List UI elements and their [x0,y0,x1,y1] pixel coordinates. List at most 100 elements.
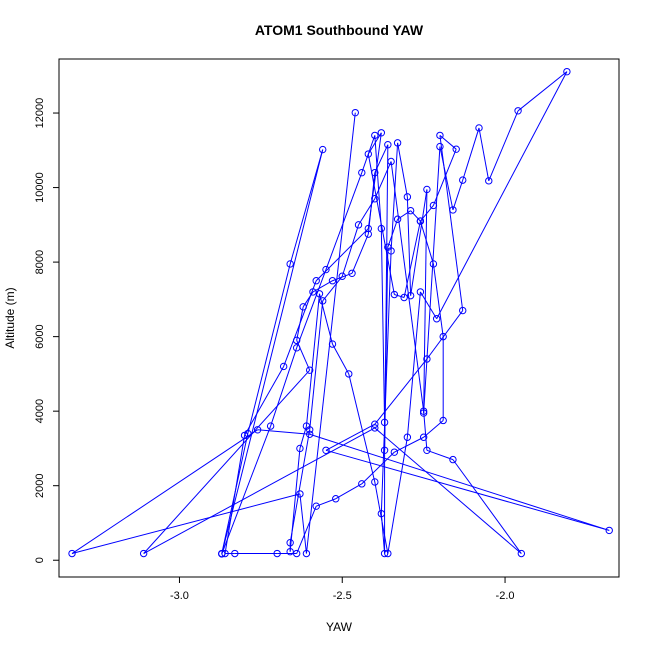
data-point [305,366,314,374]
series-line-segment [423,420,444,438]
data-point [390,448,399,456]
series-line-segment [423,189,428,414]
data-point [393,215,402,223]
data-point [286,539,294,547]
y-tick-label: 10000 [34,172,46,203]
data-point [406,206,415,215]
series-line-segment [374,161,392,199]
data-point [436,131,444,140]
data-point [400,293,408,302]
data-point [358,480,366,488]
series-line-segment [358,198,376,226]
series-line-segment [397,210,411,220]
data-point [218,550,226,558]
data-point [384,549,392,558]
series-points [68,67,613,558]
data-point [286,260,294,268]
data-point [384,141,392,149]
data-point [348,269,356,277]
series-line-segment [315,228,369,282]
series-line-segment [423,411,428,451]
series-line-segment [296,269,327,348]
data-point [449,206,457,214]
data-point [429,201,438,210]
series-line-segment [305,112,356,554]
y-tick-label: 6000 [34,324,46,348]
x-tick-label: -3.0 [170,590,189,602]
series-line-segment [341,224,360,277]
series-line-segment [299,493,307,554]
series-line-segment [348,373,376,483]
data-point [299,303,307,311]
series-line-segment [406,291,421,438]
series-line-segment [439,146,454,211]
series-line-segment [452,179,464,211]
series-line-segment [410,210,421,222]
data-point [423,185,431,194]
series-line-segment [452,459,522,554]
y-tick-label: 8000 [34,250,46,274]
series-line-segment [325,423,376,451]
series-line-segment [419,291,438,320]
data-point [459,306,467,315]
series-line-segment [380,250,392,514]
data-point [319,145,327,154]
data-point [377,129,386,137]
series-line-segment [367,132,382,155]
data-point [345,370,353,378]
series-line-segment [305,293,320,427]
data-point [390,290,399,299]
data-point [371,168,379,177]
series-line-segment [403,221,421,298]
data-point [302,549,311,558]
x-axis: -3.0 -2.5 -2.0 [170,577,515,602]
series-line-segment [478,127,490,181]
data-point [605,526,613,535]
series-line-segment [380,228,386,423]
data-point [371,420,379,428]
data-point [332,495,340,503]
data-point [328,340,337,348]
series-line-segment [390,142,399,251]
data-point [485,177,493,185]
data-point [231,549,239,558]
data-point [387,157,395,166]
series-line-segment [312,280,333,293]
data-point [296,490,304,498]
data-point [253,426,262,434]
series-line-segment [432,263,444,337]
data-point [432,315,441,323]
data-point [403,433,412,441]
data-point [292,344,301,352]
series-line-segment [71,429,258,554]
data-point [305,426,314,434]
data-point [266,422,275,430]
data-point [292,336,301,345]
data-point [68,549,76,558]
data-point [354,221,363,229]
data-point [380,549,389,558]
series-line-segment [374,481,389,554]
data-point [384,243,392,251]
y-axis-label: Altitude (m) [3,287,17,348]
series-line-segment [394,436,424,453]
series-line-segment [143,369,311,554]
data-point [319,297,327,305]
data-point [322,265,330,274]
y-tick-label: 4000 [34,399,46,423]
series-line-segment [374,427,522,554]
series-line-segment [397,142,408,197]
data-point [371,131,379,140]
data-point [240,431,249,440]
series-line-segment [289,149,324,265]
x-tick-label: -2.5 [333,590,352,602]
series-line-segment [419,220,434,265]
data-point [315,290,324,298]
series-line-segment [221,149,324,555]
data-point [358,168,366,177]
data-point [139,549,148,558]
data-point [328,277,337,285]
series-line-segment [335,483,363,500]
series-line-segment [257,429,310,435]
